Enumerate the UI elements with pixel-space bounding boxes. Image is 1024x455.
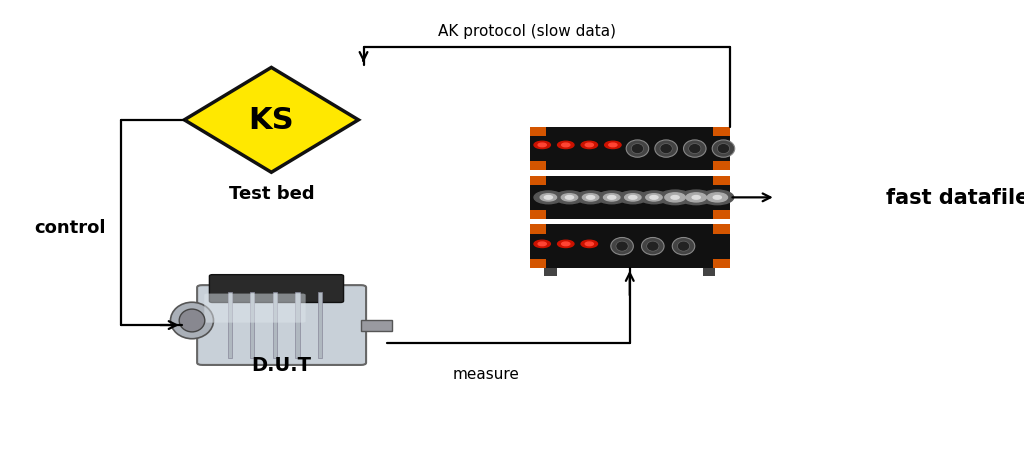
Text: control: control [34,218,105,237]
FancyBboxPatch shape [197,286,367,365]
Ellipse shape [659,144,672,154]
Circle shape [640,192,669,204]
Bar [530,177,547,186]
Circle shape [618,192,647,204]
Ellipse shape [647,242,659,252]
Circle shape [665,193,685,202]
Circle shape [561,243,569,246]
Bar [713,210,729,220]
FancyBboxPatch shape [205,294,305,323]
Bar [713,177,729,186]
Circle shape [541,194,557,202]
Text: measure: measure [453,366,520,381]
Bar [713,162,729,171]
Bar [530,259,547,268]
Bar [530,225,729,268]
Bar [545,268,557,277]
Circle shape [539,243,547,246]
Circle shape [587,196,595,200]
Bar [530,225,547,234]
Circle shape [535,241,551,248]
Bar [713,259,729,268]
Text: fast datafiles: fast datafiles [886,188,1024,208]
Ellipse shape [179,309,205,332]
Circle shape [607,196,615,200]
Bar [530,162,547,171]
Circle shape [583,194,599,202]
Ellipse shape [610,238,633,255]
Circle shape [604,142,621,149]
Ellipse shape [717,144,729,154]
Bar [272,293,276,359]
Circle shape [625,194,641,202]
Circle shape [582,142,598,149]
Bar [530,128,729,171]
Circle shape [561,194,578,202]
Ellipse shape [615,242,628,252]
Circle shape [707,193,727,202]
Circle shape [658,191,691,205]
Text: Test bed: Test bed [228,184,314,202]
Text: KS: KS [249,106,294,135]
Polygon shape [184,68,358,173]
Bar [713,128,729,137]
Circle shape [545,196,553,200]
Ellipse shape [712,141,734,158]
Bar [530,210,547,220]
Circle shape [557,241,573,248]
Bar [530,177,729,220]
Circle shape [700,191,733,205]
Ellipse shape [170,303,213,339]
Bar [227,293,231,359]
Circle shape [629,196,637,200]
Circle shape [597,192,626,204]
Circle shape [539,144,547,147]
FancyBboxPatch shape [210,275,344,303]
Ellipse shape [641,238,664,255]
Text: D.U.T: D.U.T [252,355,311,374]
Circle shape [586,243,594,246]
Bar [317,293,322,359]
Ellipse shape [655,141,678,158]
Circle shape [557,142,573,149]
Bar [295,293,299,359]
Text: AK protocol (slow data): AK protocol (slow data) [438,24,616,39]
Circle shape [586,144,594,147]
Ellipse shape [678,242,690,252]
Ellipse shape [672,238,694,255]
Circle shape [608,144,616,147]
Circle shape [603,194,620,202]
Bar [713,225,729,234]
Circle shape [565,196,573,200]
Circle shape [577,192,605,204]
Bar [530,128,547,137]
Bar [250,293,254,359]
Circle shape [692,196,700,200]
Circle shape [535,142,551,149]
Circle shape [650,196,658,200]
Ellipse shape [626,141,649,158]
Ellipse shape [688,144,700,154]
Circle shape [686,193,707,202]
Circle shape [582,241,598,248]
Circle shape [646,194,663,202]
Bar [702,268,715,277]
Circle shape [555,192,584,204]
Ellipse shape [684,141,707,158]
Ellipse shape [631,144,643,154]
Circle shape [713,196,721,200]
Circle shape [561,144,569,147]
Bar [361,320,392,331]
Circle shape [535,192,563,204]
Circle shape [671,196,679,200]
Circle shape [680,191,713,205]
